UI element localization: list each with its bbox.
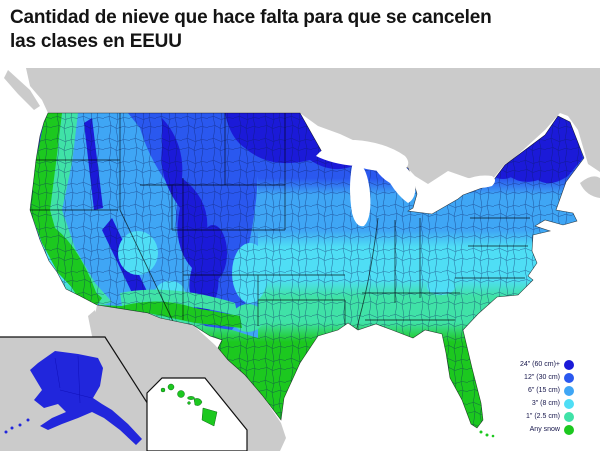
legend-label: 1" (2.5 cm) (526, 413, 560, 420)
hawaii-inset-box (146, 377, 248, 451)
title-line-2: las clases en EEUU (10, 31, 182, 52)
legend-row-3in: 3" (8 cm) (520, 397, 574, 410)
us-snow-map (0, 68, 600, 451)
legend-swatch-any-snow (564, 424, 574, 435)
legend-swatch-1in (564, 411, 574, 422)
legend-row-24in: 24" (60 cm)+ (520, 358, 574, 371)
legend-swatch-6in (564, 385, 574, 396)
hawaii-inset (146, 377, 248, 451)
page-title: Cantidad de nieve que hace falta para qu… (10, 6, 590, 54)
lake-huron (372, 159, 416, 203)
us-coastline (29, 112, 585, 429)
hawaii-islands (160, 383, 218, 427)
florida-keys (479, 430, 495, 438)
lake-ontario (464, 175, 495, 188)
lake-erie (416, 186, 463, 208)
vancouver-island (4, 70, 40, 110)
legend-label: Any snow (529, 426, 560, 433)
legend-row-12in: 12" (30 cm) (520, 371, 574, 384)
legend-row-6in: 6" (15 cm) (520, 384, 574, 397)
legend-swatch-3in (564, 398, 574, 409)
legend-row-1in: 1" (2.5 cm) (520, 410, 574, 423)
legend: 24" (60 cm)+ 12" (30 cm) 6" (15 cm) 3" (… (520, 358, 574, 436)
legend-label: 6" (15 cm) (527, 387, 560, 394)
nova-scotia (580, 176, 600, 198)
great-lakes (316, 140, 495, 227)
legend-label: 3" (8 cm) (531, 400, 560, 407)
legend-swatch-12in (564, 372, 574, 383)
alaska-inset (0, 336, 179, 451)
legend-label: 24" (60 cm)+ (519, 361, 560, 368)
title-line-1: Cantidad de nieve que hace falta para qu… (10, 7, 492, 28)
lake-michigan (350, 164, 371, 227)
legend-swatch-24in (564, 359, 574, 370)
aleutian-islands (4, 418, 30, 434)
alaska-borough-lines (54, 355, 93, 404)
canada-landmass (26, 68, 600, 184)
legend-row-any-snow: Any snow (520, 423, 574, 436)
legend-label: 12" (30 cm) (524, 374, 560, 381)
